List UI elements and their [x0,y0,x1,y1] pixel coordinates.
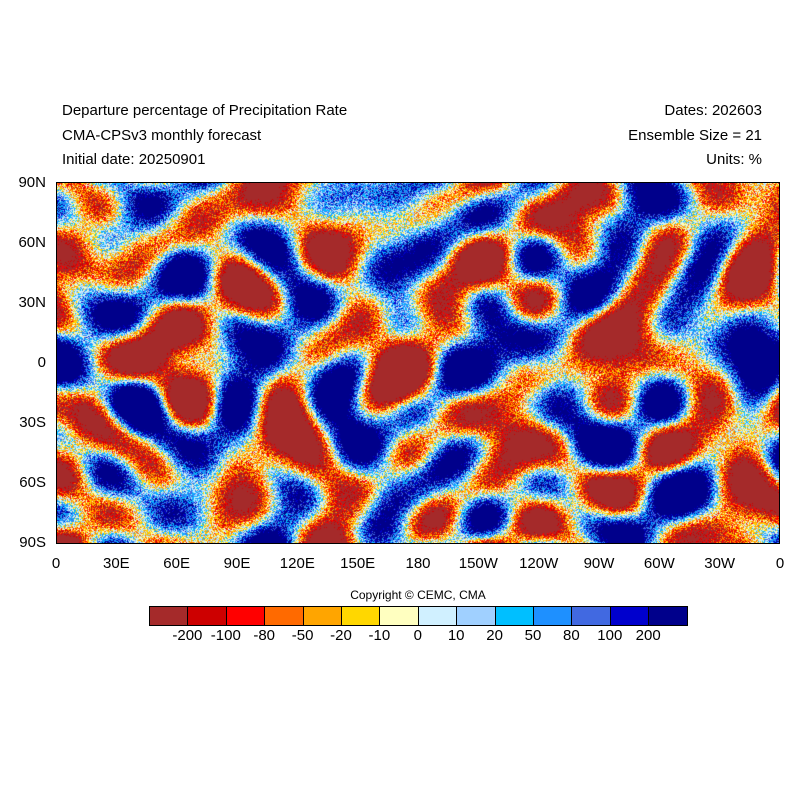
colorbar-label: 100 [597,627,623,644]
colorbar-swatch [188,607,227,625]
map-title: Departure percentage of Precipitation Ra… [62,102,348,119]
lon-tick-label: 150W [458,555,498,572]
colorbar-label: -200 [172,627,203,644]
lat-tick-label: 90N [18,174,46,191]
lon-tick-label: 90E [223,555,251,572]
colorbar-label: 200 [635,627,661,644]
forecast-dates: Dates: 202603 [664,102,762,119]
lat-tick-label: 60S [19,474,46,491]
initial-date: Initial date: 20250901 [62,151,206,168]
colorbar-label: -100 [210,627,241,644]
colorbar-swatch [150,607,189,625]
lat-tick-label: 90S [19,534,46,551]
colorbar-label: 10 [447,627,465,644]
colorbar-label: -80 [253,627,276,644]
lon-tick-label: 0 [51,555,61,572]
colorbar-label: -50 [291,627,314,644]
lon-tick-label: 180 [405,555,431,572]
lat-tick-label: 30S [19,414,46,431]
lat-tick-label: 0 [37,354,46,371]
lon-tick-label: 30W [704,555,736,572]
colorbar-swatch [226,607,266,625]
anomaly-field [57,183,779,543]
lon-tick-label: 0 [775,555,785,572]
units-label: Units: % [706,151,762,168]
colorbar-swatch [380,607,419,625]
colorbar-swatch [457,607,496,625]
copyright-notice: Copyright © CEMC, CMA [350,588,486,602]
lon-tick-label: 150E [340,555,376,572]
colorbar-swatch [610,607,650,625]
lat-tick-label: 60N [18,234,46,251]
colorbar-label: -20 [330,627,352,644]
colorbar [149,606,689,626]
colorbar-swatch [418,607,458,625]
lon-tick-label: 90W [583,555,615,572]
colorbar-swatch [495,607,534,625]
colorbar-label: -10 [368,627,391,644]
colorbar-swatch [303,607,342,625]
lon-tick-label: 60W [643,555,675,572]
colorbar-swatch [649,607,688,625]
colorbar-label: 20 [486,627,503,644]
colorbar-label: 50 [524,627,542,644]
lat-tick-label: 30N [18,294,46,311]
colorbar-label: 0 [413,627,422,644]
colorbar-label: 80 [563,627,580,644]
colorbar-swatch [265,607,304,625]
colorbar-swatch [341,607,381,625]
colorbar-swatch [572,607,611,625]
ensemble-size: Ensemble Size = 21 [628,127,762,144]
lon-tick-label: 120E [279,555,315,572]
lon-tick-label: 60E [163,555,191,572]
lon-tick-label: 30E [102,555,130,572]
model-subtitle: CMA-CPSv3 monthly forecast [62,127,262,144]
colorbar-swatch [533,607,573,625]
precipitation-anomaly-map [56,182,780,544]
lon-tick-label: 120W [519,555,559,572]
